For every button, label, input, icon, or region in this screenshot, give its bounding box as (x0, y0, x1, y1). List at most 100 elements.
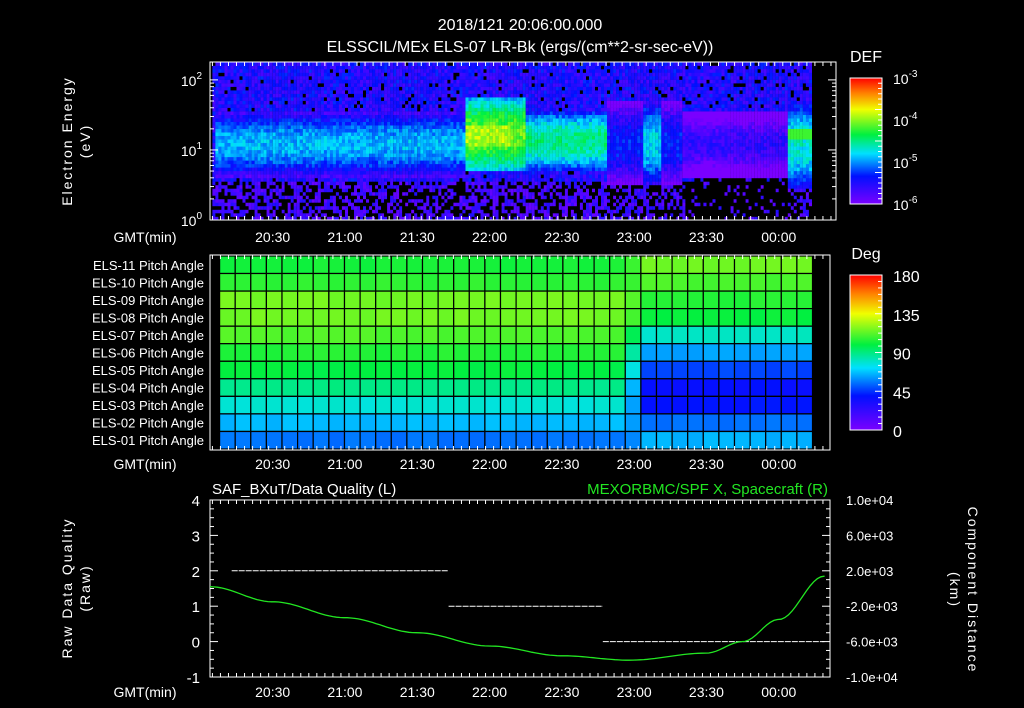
spectrogram-cell (251, 76, 255, 80)
spectrogram-cell (290, 128, 294, 133)
spectrogram-cell (516, 62, 520, 66)
spectrogram-cell (320, 206, 324, 210)
spectrogram-cell (332, 69, 336, 73)
spectrogram-cell (486, 62, 490, 66)
spectrogram-cell (492, 206, 496, 210)
spectrogram-cell (266, 135, 270, 140)
spectrogram-cell (483, 156, 487, 161)
spectrogram-cell (450, 206, 454, 210)
spectrogram-cell (341, 181, 345, 186)
spectrogram-cell (381, 97, 385, 101)
spectrogram-cell (345, 167, 349, 172)
spectrogram-cell (293, 79, 297, 84)
spectrogram-cell (335, 156, 339, 161)
spectrogram-cell (296, 216, 300, 221)
spectrogram-cell (387, 160, 391, 165)
spectrogram-cell (486, 167, 490, 172)
spectrogram-cell (468, 167, 472, 172)
spectrogram-cell (284, 72, 288, 77)
spectrogram-cell (435, 97, 439, 101)
spectrogram-cell (338, 86, 342, 91)
spectrogram-cell (372, 65, 376, 70)
spectrogram-cell (260, 62, 264, 66)
spectrogram-cell (369, 195, 373, 200)
spectrogram-cell (354, 90, 358, 94)
spectrogram-cell (402, 195, 406, 200)
spectrogram-cell (251, 62, 255, 66)
spectrogram-cell (453, 181, 457, 186)
spectrogram-cell (218, 181, 222, 186)
spectrogram-cell (390, 79, 394, 84)
spectrogram-cell (453, 90, 457, 94)
spectrogram-cell (212, 149, 216, 154)
spectrogram-cell (257, 195, 261, 200)
spectrogram-cell (281, 125, 285, 130)
spectrogram-cell (537, 181, 541, 186)
spectrogram-cell (357, 198, 361, 203)
spectrogram-cell (293, 188, 297, 193)
spectrogram-cell (522, 83, 526, 87)
spectrogram-cell (519, 128, 523, 133)
spectrogram-cell (260, 139, 264, 144)
spectrogram-cell (302, 146, 306, 151)
spectrogram-cell (384, 118, 388, 123)
spectrogram-cell (260, 170, 264, 175)
spectrogram-cell (263, 160, 267, 165)
spectrogram-cell (513, 100, 517, 105)
spectrogram-cell (311, 195, 315, 200)
spectrogram-cell (275, 202, 279, 207)
spectrogram-cell (408, 128, 412, 133)
spectrogram-cell (399, 114, 403, 119)
spectrogram-cell (248, 191, 252, 196)
spectrogram-cell (357, 191, 361, 196)
spectrogram-cell (402, 177, 406, 182)
spectrogram-cell (447, 146, 451, 151)
spectrogram-cell (236, 177, 240, 182)
spectrogram-cell (248, 72, 252, 77)
spectrogram-cell (257, 153, 261, 158)
spectrogram-cell (465, 174, 469, 179)
spectrogram-cell (248, 216, 252, 221)
spectrogram-cell (456, 146, 460, 151)
spectrogram-cell (332, 198, 336, 203)
spectrogram-cell (504, 153, 508, 158)
spectrogram-cell (417, 139, 421, 144)
spectrogram-cell (278, 114, 282, 119)
spectrogram-cell (366, 69, 370, 73)
spectrogram-cell (345, 139, 349, 144)
spectrogram-cell (447, 153, 451, 158)
spectrogram-cell (248, 188, 252, 193)
spectrogram-cell (531, 83, 535, 87)
spectrogram-cell (245, 128, 249, 133)
spectrogram-cell (468, 160, 472, 165)
spectrogram-cell (543, 118, 547, 123)
spectrogram-cell (444, 170, 448, 175)
spectrogram-cell (537, 65, 541, 70)
spectrogram-cell (456, 174, 460, 179)
spectrogram-cell (332, 170, 336, 175)
spectrogram-cell (293, 65, 297, 70)
spectrogram-cell (396, 62, 400, 66)
spectrogram-cell (420, 132, 424, 137)
spectrogram-cell (215, 181, 219, 186)
spectrogram-cell (474, 139, 478, 144)
spectrogram-cell (447, 163, 451, 168)
spectrogram-cell (423, 188, 427, 193)
spectrogram-cell (248, 213, 252, 217)
spectrogram-cell (429, 206, 433, 210)
spectrogram-cell (227, 121, 231, 126)
spectrogram-cell (510, 195, 514, 200)
spectrogram-cell (221, 170, 225, 175)
spectrogram-cell (480, 72, 484, 77)
spectrogram-cell (435, 114, 439, 119)
spectrogram-cell (341, 118, 345, 123)
spectrogram-cell (290, 139, 294, 144)
spectrogram-cell (254, 83, 258, 87)
spectrogram-cell (531, 118, 535, 123)
spectrogram-cell (519, 83, 523, 87)
spectrogram-cell (429, 167, 433, 172)
spectrogram-cell (501, 163, 505, 168)
spectrogram-cell (510, 118, 514, 123)
spectrogram-cell (501, 177, 505, 182)
spectrogram-cell (320, 107, 324, 112)
